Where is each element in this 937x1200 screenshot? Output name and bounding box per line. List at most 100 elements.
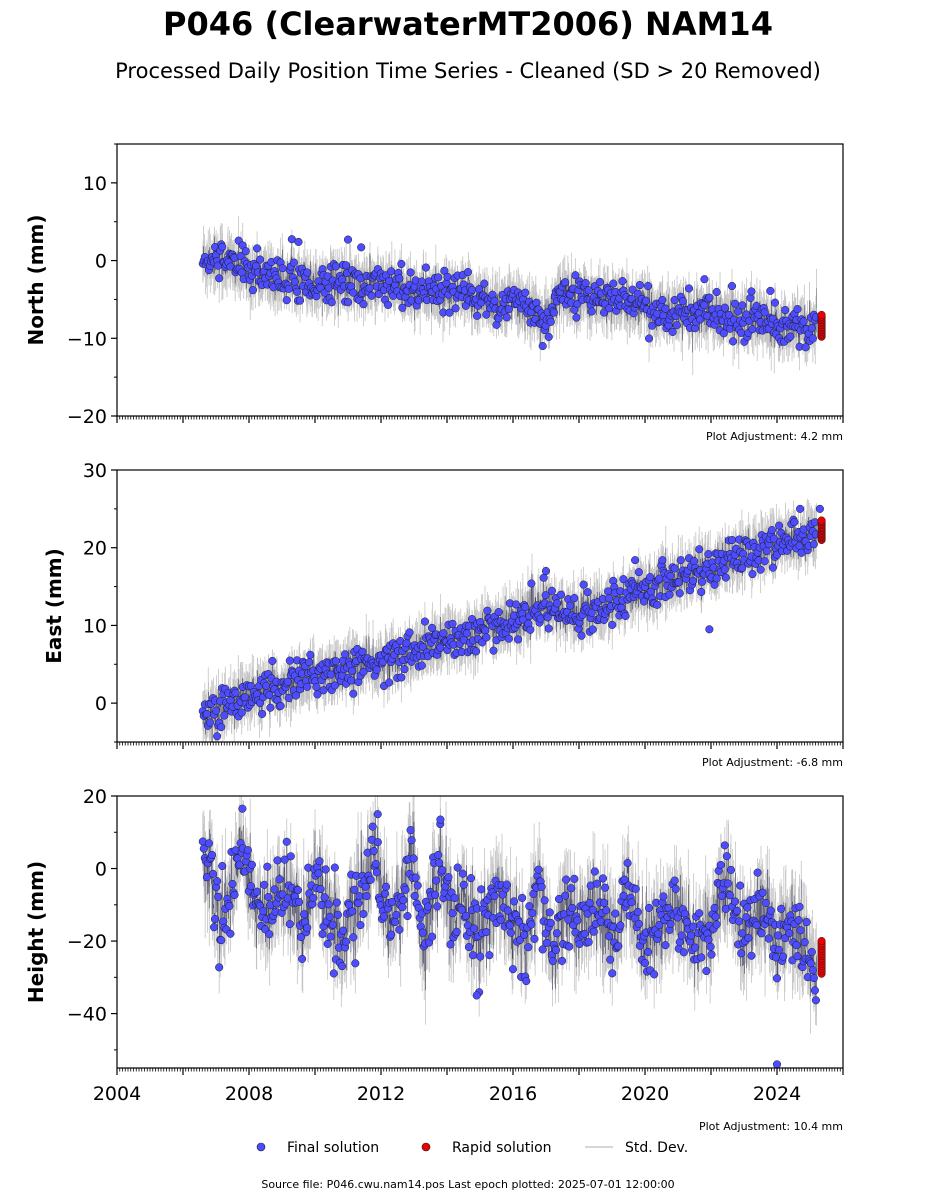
final-point (588, 625, 597, 634)
final-point (241, 247, 250, 256)
final-point (618, 277, 627, 286)
final-point (331, 657, 340, 666)
final-point (213, 732, 222, 741)
final-point (258, 709, 267, 718)
final-point (467, 285, 477, 294)
final-point (205, 718, 215, 727)
final-point (793, 305, 802, 314)
final-point (734, 307, 743, 316)
final-point (648, 321, 657, 330)
final-point (641, 296, 651, 305)
final-point (541, 591, 550, 600)
final-point (268, 656, 277, 666)
final-point (561, 278, 570, 287)
final-point (385, 678, 394, 687)
final-point (398, 303, 407, 312)
final-point (202, 709, 211, 719)
final-point (579, 580, 588, 589)
final-point (443, 272, 452, 281)
y-tick-label: 0 (95, 251, 107, 273)
final-point-outlier (294, 237, 303, 246)
final-point (645, 334, 654, 343)
final-point (728, 337, 738, 346)
final-point (808, 334, 817, 343)
final-point (400, 665, 409, 674)
final-point (248, 286, 258, 295)
final-point (266, 703, 275, 712)
final-point (330, 681, 339, 690)
final-point (511, 600, 521, 609)
final-point (209, 741, 215, 742)
final-point (306, 650, 315, 659)
final-point (348, 666, 357, 675)
final-point (326, 670, 335, 679)
final-point (231, 688, 240, 697)
final-point (689, 576, 698, 585)
final-point (212, 706, 221, 715)
final-point (237, 268, 246, 277)
panel-north: 10 0 −10 −20 North (mm) Plot Adjustment: 4.2 … (24, 143, 844, 443)
final-point (480, 279, 489, 288)
final-point (342, 261, 351, 270)
final-point (608, 620, 617, 629)
final-point (527, 579, 536, 588)
rapid-solution-north (817, 310, 826, 341)
final-point (395, 274, 404, 283)
final-point (705, 293, 714, 302)
final-point (284, 284, 293, 293)
final-point (439, 629, 448, 638)
final-point (303, 268, 312, 277)
y-tick-label: 10 (83, 173, 107, 195)
final-point (547, 586, 556, 595)
final-point (581, 279, 590, 288)
final-point (349, 689, 358, 698)
plot-area-east (198, 498, 826, 742)
final-point (504, 634, 513, 643)
final-point (521, 603, 530, 612)
final-point (265, 690, 274, 700)
final-point (571, 271, 580, 280)
final-point-outlier (700, 275, 709, 284)
final-point (337, 275, 347, 284)
final-point (305, 658, 314, 667)
final-point (331, 262, 340, 271)
final-point (319, 686, 328, 695)
final-point (672, 321, 681, 330)
final-point (577, 631, 586, 640)
final-point (220, 711, 229, 720)
final-point (781, 306, 790, 315)
final-point (218, 242, 227, 251)
final-point (595, 277, 604, 287)
final-point (483, 606, 492, 615)
final-point (482, 310, 491, 319)
final-point (494, 608, 503, 617)
final-point (712, 287, 721, 297)
final-point (290, 277, 299, 286)
final-point (282, 296, 291, 305)
final-point (609, 279, 618, 288)
final-point (544, 332, 553, 341)
final-point (526, 625, 535, 634)
final-point (292, 287, 302, 296)
final-point (514, 635, 523, 644)
final-point (543, 613, 552, 622)
final-point (283, 677, 292, 686)
final-point (359, 667, 368, 676)
final-point (291, 691, 300, 700)
final-point (384, 300, 393, 309)
final-point (451, 304, 460, 313)
final-point (372, 665, 381, 674)
final-point (544, 624, 553, 633)
final-point (215, 274, 224, 283)
final-point (675, 589, 684, 598)
final-point (674, 578, 683, 587)
final-point-outlier (538, 342, 547, 351)
final-point (539, 573, 548, 582)
plot-adjustment-north: Plot Adjustment: 4.2 mm (706, 430, 843, 443)
final-point (570, 594, 579, 603)
final-point (463, 268, 472, 277)
final-point (719, 329, 728, 338)
final-point (482, 633, 491, 642)
final-point (801, 343, 810, 352)
